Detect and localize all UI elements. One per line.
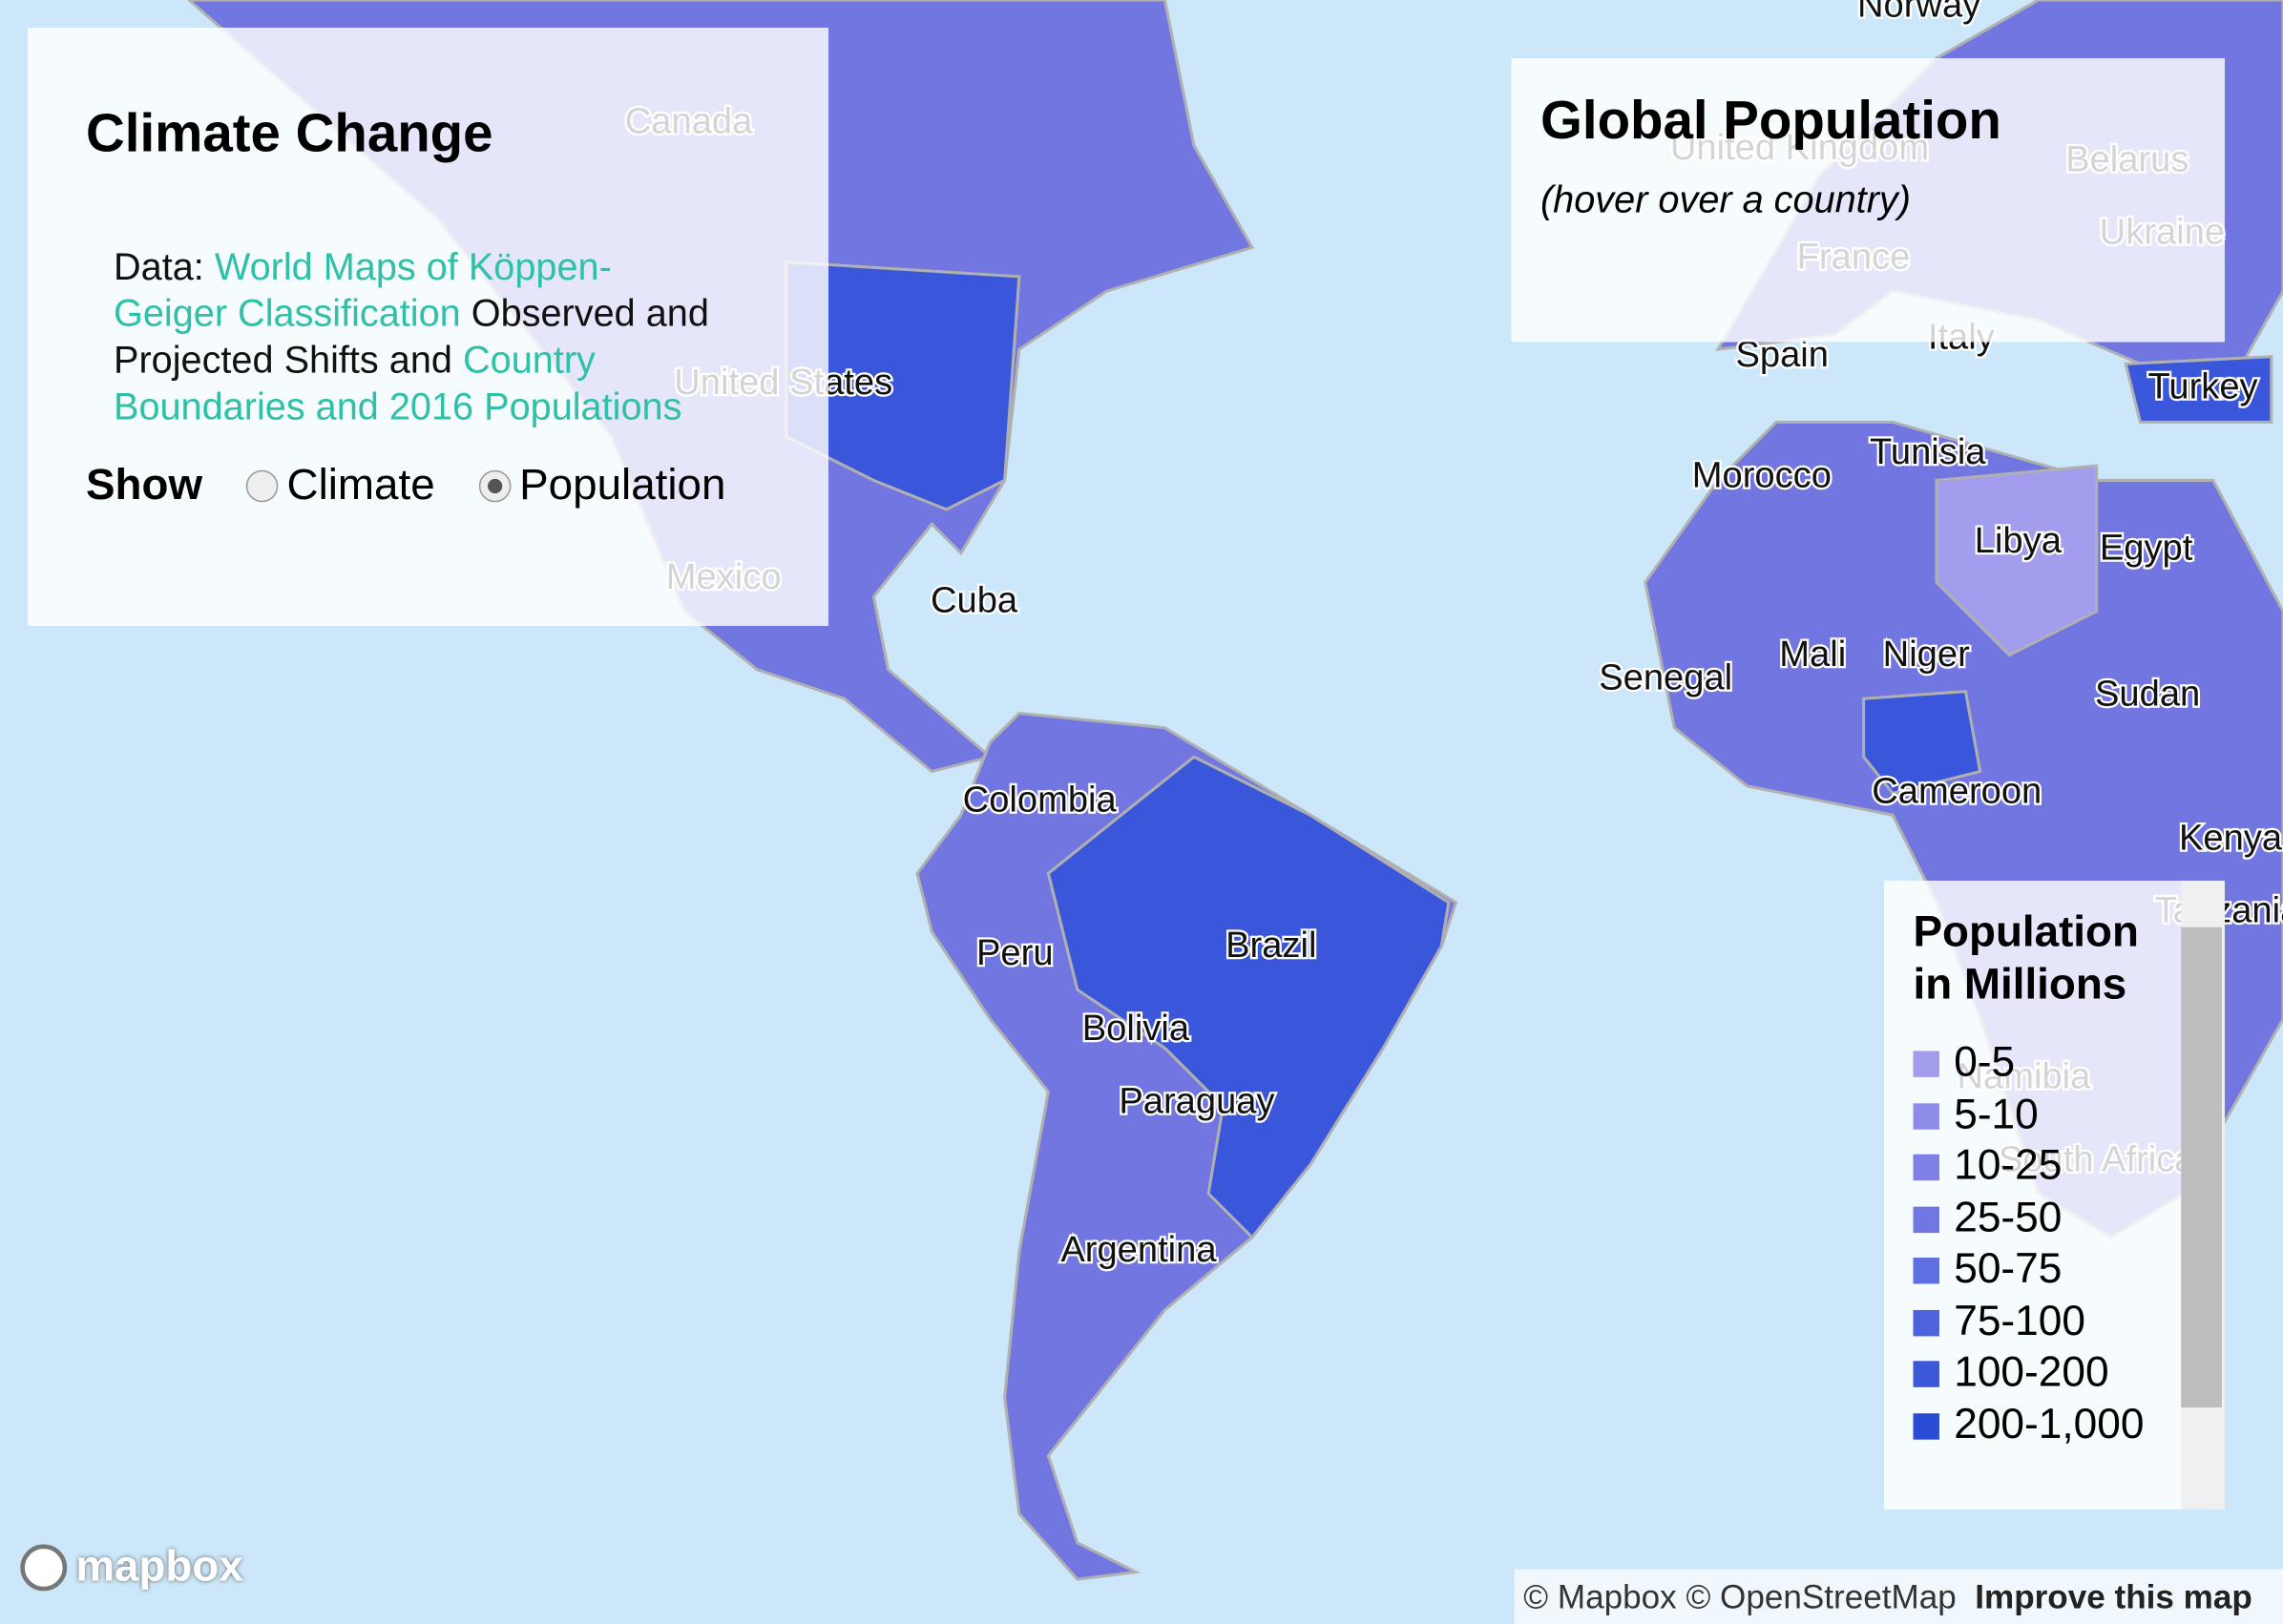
country-label: Tunisia xyxy=(1870,431,1986,472)
legend-label: 25-50 xyxy=(1954,1194,2063,1241)
legend-label: 0-5 xyxy=(1954,1039,2016,1087)
legend-swatch xyxy=(1913,1102,1939,1130)
show-label: Show xyxy=(86,461,203,510)
option-label[interactable]: Population xyxy=(519,461,726,510)
logo-icon xyxy=(20,1544,68,1592)
mapbox-logo[interactable]: mapbox xyxy=(20,1543,243,1593)
legend-item: 10-25 xyxy=(1913,1141,2190,1193)
link[interactable]: Country Boundaries and 2016 Populations xyxy=(113,337,682,428)
text: Data: xyxy=(113,244,204,289)
country-label: Colombia xyxy=(963,780,1118,821)
legend-items: 0-5 5-10 10-25 25-50 50-75 75-100 100-200 200-1… xyxy=(1913,1038,2190,1451)
country-label: Paraguay xyxy=(1119,1080,1274,1121)
legend-item: 100-200 xyxy=(1913,1348,2190,1400)
country-label: Argentina xyxy=(1060,1229,1217,1270)
turkey xyxy=(2124,355,2273,424)
panel-subtitle: (hover over a country) xyxy=(1539,177,1911,221)
hover-panel: Global Population (hover over a country) xyxy=(1511,58,2225,343)
country-label: Cameroon xyxy=(1872,770,2042,811)
country-label: Turkey xyxy=(2148,365,2258,406)
nigeria xyxy=(1862,689,1982,796)
radio[interactable] xyxy=(245,469,279,503)
legend-item: 0-5 xyxy=(1913,1038,2190,1090)
country-label: Norway xyxy=(1857,0,1980,26)
legend-swatch xyxy=(1913,1361,1939,1387)
info-panel: Climate Change Data: World Maps of Köppe… xyxy=(27,27,829,626)
logo-text: mapbox xyxy=(75,1543,243,1592)
legend-swatch xyxy=(1913,1412,1939,1439)
legend-swatch xyxy=(1913,1309,1939,1336)
legend-label: 10-25 xyxy=(1954,1142,2063,1190)
panel-title: Global Population xyxy=(1539,90,2001,151)
source-text: Data: World Maps of Köppen-Geiger Classi… xyxy=(114,243,725,429)
country-label: Sudan xyxy=(2095,673,2200,714)
radio[interactable] xyxy=(478,469,511,503)
link[interactable]: © Mapbox xyxy=(1523,1577,1677,1616)
link[interactable]: © OpenStreetMap xyxy=(1686,1577,1957,1616)
legend-item: 50-75 xyxy=(1913,1244,2190,1296)
legend-label: 50-75 xyxy=(1954,1245,2063,1293)
legend-swatch xyxy=(1913,1205,1939,1233)
legend-label: 75-100 xyxy=(1954,1297,2085,1344)
legend-item: 200-1,000 xyxy=(1913,1400,2190,1451)
legend-item: 25-50 xyxy=(1913,1193,2190,1244)
country-label: Morocco xyxy=(1692,454,1832,495)
legend-swatch xyxy=(1913,1258,1939,1284)
legend-label: 200-1,000 xyxy=(1954,1401,2145,1448)
brazil xyxy=(1046,755,1451,1239)
legend-label: 100-200 xyxy=(1954,1349,2109,1396)
legend-swatch xyxy=(1913,1154,1939,1181)
text: Observed and Projected Shifts and xyxy=(113,291,709,382)
legend-swatch xyxy=(1913,1051,1939,1077)
country-label: Egypt xyxy=(2100,528,2193,569)
layer-toggle: Show Climate Population xyxy=(86,462,725,511)
scroll-thumb[interactable] xyxy=(2181,927,2222,1408)
legend-item: 75-100 xyxy=(1913,1296,2190,1347)
link[interactable]: World Maps of Köppen-Geiger Classificati… xyxy=(113,244,612,335)
country-label: Senegal xyxy=(1599,656,1732,697)
country-label: Brazil xyxy=(1225,925,1316,966)
legend-label: 5-10 xyxy=(1954,1091,2039,1138)
scrollbar[interactable] xyxy=(2181,880,2225,1509)
link[interactable]: Improve this map xyxy=(1975,1577,2252,1616)
legend-item: 5-10 xyxy=(1913,1090,2190,1141)
country-label: Cuba xyxy=(931,580,1018,621)
country-label: Niger xyxy=(1883,634,1970,675)
option-label[interactable]: Climate xyxy=(286,461,435,510)
libya xyxy=(1935,464,2099,657)
legend: Population in Millions 0-5 5-10 10-25 25-50… xyxy=(1883,880,2225,1509)
attribution: © Mapbox © OpenStreetMap Improve this ma… xyxy=(1514,1569,2283,1624)
country-label: Libya xyxy=(1975,520,2063,561)
panel-title: Climate Change xyxy=(86,103,493,163)
legend-title: Population in Millions xyxy=(1913,907,2139,1010)
country-label: Bolivia xyxy=(1082,1008,1190,1049)
country-label: Mali xyxy=(1779,634,1846,675)
country-label: Kenya xyxy=(2179,817,2283,858)
country-label: Peru xyxy=(976,932,1054,973)
